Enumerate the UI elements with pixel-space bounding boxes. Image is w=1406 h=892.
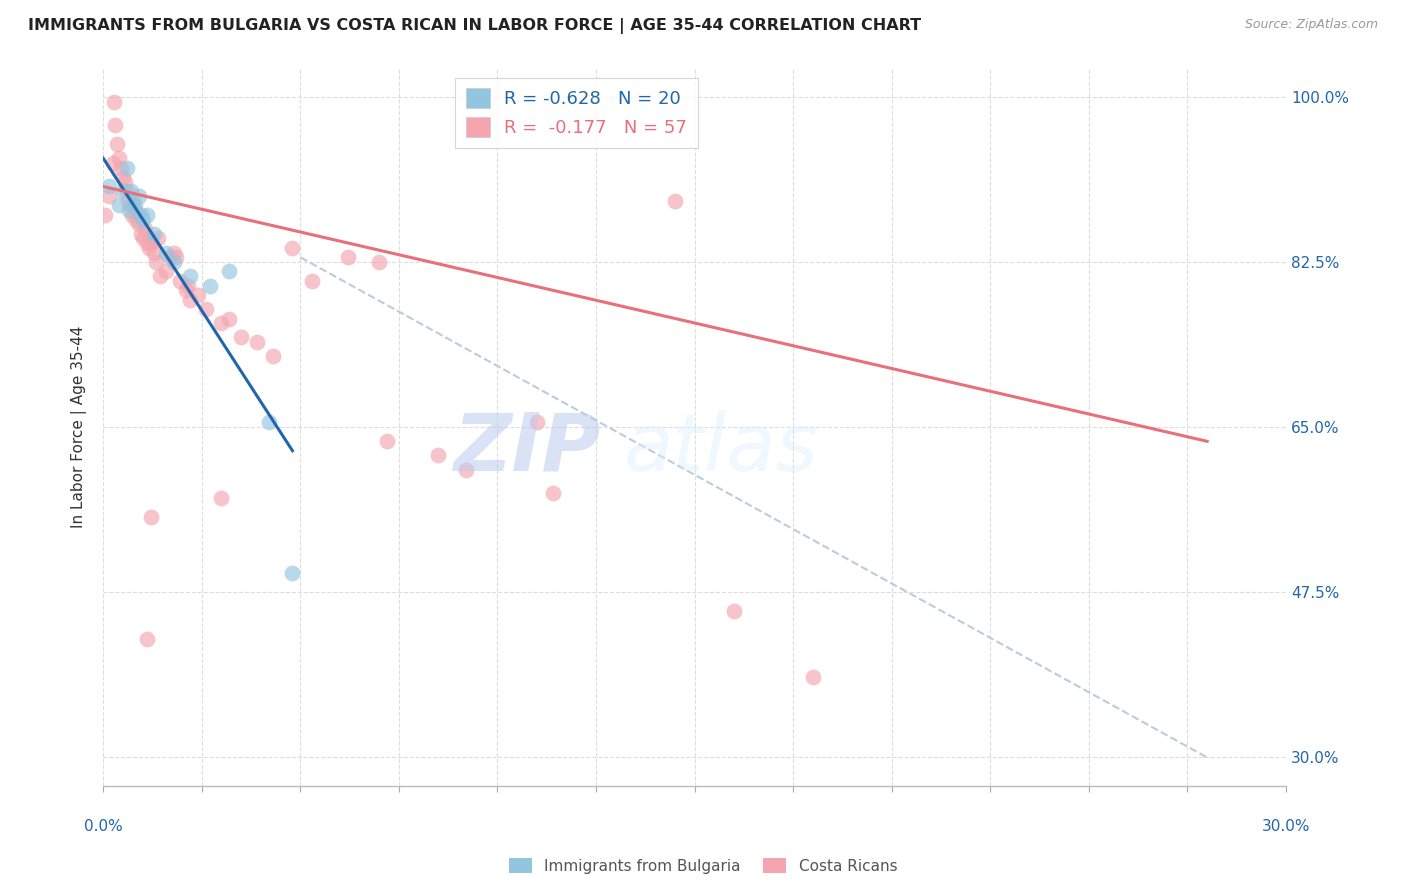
Point bbox=[145, 255, 167, 269]
Text: 0.0%: 0.0% bbox=[84, 819, 122, 834]
Point bbox=[262, 350, 284, 364]
Point bbox=[121, 194, 143, 208]
Text: 30.0%: 30.0% bbox=[1261, 819, 1310, 834]
Point bbox=[211, 491, 233, 505]
Point bbox=[143, 245, 166, 260]
Point bbox=[110, 161, 132, 175]
Point bbox=[134, 222, 156, 236]
Point bbox=[98, 179, 121, 194]
Point bbox=[108, 151, 131, 165]
Point bbox=[179, 293, 201, 307]
Point bbox=[165, 250, 187, 264]
Point bbox=[120, 198, 142, 212]
Point bbox=[723, 604, 745, 618]
Point bbox=[114, 175, 136, 189]
Point bbox=[135, 236, 157, 251]
Point bbox=[121, 208, 143, 222]
Point bbox=[211, 316, 233, 330]
Point bbox=[174, 283, 197, 297]
Point bbox=[105, 136, 128, 151]
Point bbox=[115, 184, 138, 198]
Point bbox=[131, 231, 153, 245]
Point bbox=[281, 241, 304, 255]
Point bbox=[218, 264, 240, 278]
Point bbox=[101, 156, 124, 170]
Point bbox=[128, 217, 150, 231]
Point bbox=[257, 416, 280, 430]
Point bbox=[129, 208, 152, 222]
Point bbox=[138, 241, 160, 255]
Point bbox=[124, 212, 146, 227]
Point bbox=[801, 670, 824, 684]
Point bbox=[139, 236, 162, 251]
Point bbox=[281, 566, 304, 581]
Point bbox=[187, 288, 209, 302]
Point bbox=[135, 208, 157, 222]
Point bbox=[111, 184, 134, 198]
Point bbox=[135, 632, 157, 647]
Point bbox=[120, 184, 142, 198]
Point bbox=[218, 311, 240, 326]
Point bbox=[143, 227, 166, 241]
Text: ZIP: ZIP bbox=[453, 409, 600, 488]
Text: IMMIGRANTS FROM BULGARIA VS COSTA RICAN IN LABOR FORCE | AGE 35-44 CORRELATION C: IMMIGRANTS FROM BULGARIA VS COSTA RICAN … bbox=[28, 18, 921, 34]
Point bbox=[104, 118, 127, 132]
Point bbox=[129, 227, 152, 241]
Point bbox=[155, 264, 177, 278]
Point bbox=[177, 278, 200, 293]
Point bbox=[179, 269, 201, 284]
Point bbox=[541, 486, 564, 500]
Point bbox=[128, 189, 150, 203]
Legend: Immigrants from Bulgaria, Costa Ricans: Immigrants from Bulgaria, Costa Ricans bbox=[503, 852, 903, 880]
Point bbox=[198, 278, 221, 293]
Point bbox=[111, 169, 134, 184]
Y-axis label: In Labor Force | Age 35-44: In Labor Force | Age 35-44 bbox=[72, 326, 87, 528]
Point bbox=[117, 194, 139, 208]
Point bbox=[231, 330, 253, 344]
Text: Source: ZipAtlas.com: Source: ZipAtlas.com bbox=[1244, 18, 1378, 31]
Point bbox=[118, 203, 141, 218]
Point bbox=[127, 208, 149, 222]
Point bbox=[139, 509, 162, 524]
Point bbox=[103, 95, 125, 109]
Point bbox=[664, 194, 686, 208]
Point bbox=[149, 269, 172, 284]
Point bbox=[155, 245, 177, 260]
Point bbox=[526, 416, 548, 430]
Point bbox=[163, 255, 186, 269]
Point bbox=[124, 203, 146, 218]
Point bbox=[246, 335, 269, 350]
Point bbox=[131, 212, 153, 227]
Point bbox=[159, 250, 181, 264]
Point bbox=[368, 255, 391, 269]
Point bbox=[169, 274, 191, 288]
Point bbox=[427, 449, 450, 463]
Point bbox=[194, 302, 217, 317]
Point bbox=[163, 245, 186, 260]
Point bbox=[454, 462, 477, 476]
Point bbox=[115, 161, 138, 175]
Point bbox=[124, 198, 146, 212]
Point bbox=[301, 274, 323, 288]
Legend: R = -0.628   N = 20, R =  -0.177   N = 57: R = -0.628 N = 20, R = -0.177 N = 57 bbox=[456, 78, 697, 148]
Point bbox=[108, 198, 131, 212]
Text: atlas: atlas bbox=[624, 409, 818, 488]
Point bbox=[94, 208, 117, 222]
Point bbox=[98, 189, 121, 203]
Point bbox=[336, 250, 359, 264]
Point bbox=[375, 434, 398, 449]
Point bbox=[148, 231, 170, 245]
